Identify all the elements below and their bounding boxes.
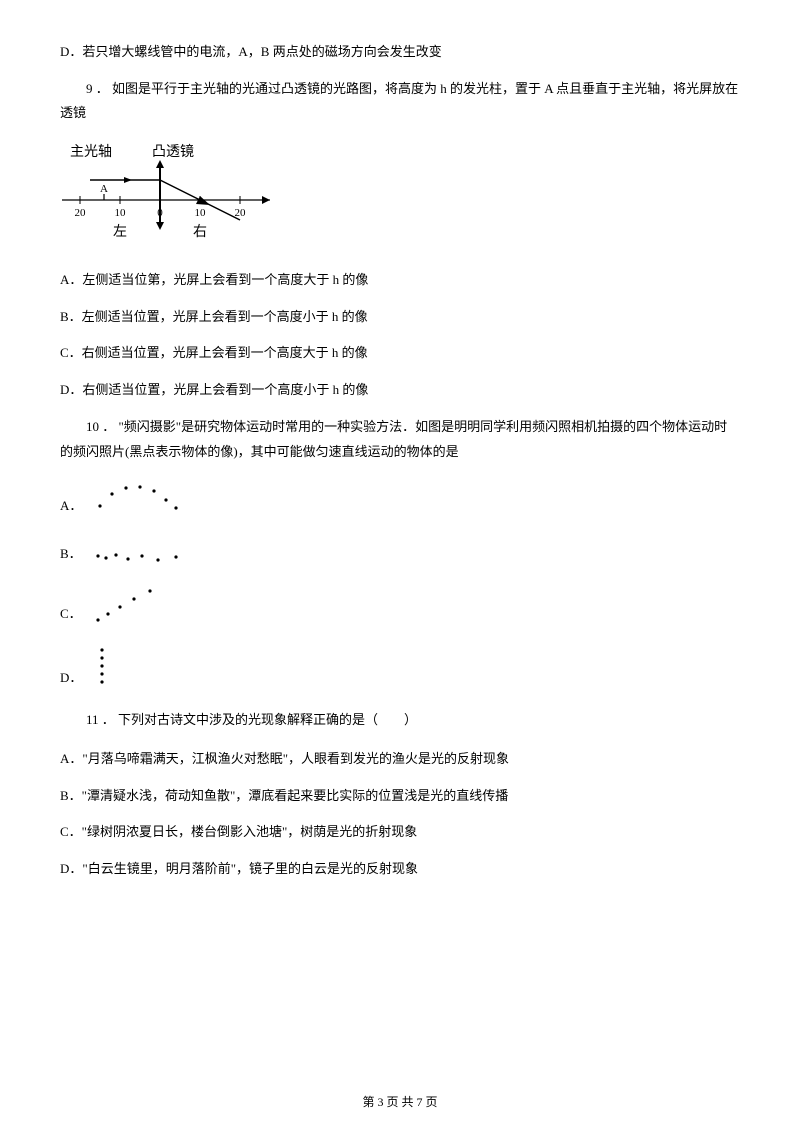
q11-option-d: D．"白云生镜里，明月落阶前"，镜子里的白云是光的反射现象 <box>60 857 740 882</box>
q9-stem: 9 ． 如图是平行于主光轴的光通过凸透镜的光路图，将高度为 h 的发光柱，置于 … <box>60 77 740 126</box>
q10-label-d: D． <box>60 666 82 691</box>
q11-option-b: B．"潭清疑水浅，荷动知鱼散"，潭底看起来要比实际的位置浅是光的直线传播 <box>60 784 740 809</box>
right-label: 右 <box>193 224 207 240</box>
q10-option-c: C． <box>60 584 740 626</box>
svg-text:20: 20 <box>75 207 87 219</box>
axis-label-left: 主光轴 <box>70 144 112 160</box>
q11-option-c: C．"绿树阴浓夏日长，楼台倒影入池塘"，树荫是光的折射现象 <box>60 820 740 845</box>
q10-dots-b <box>90 536 190 566</box>
axis-arrowhead <box>262 196 270 204</box>
page-footer: 第 3 页 共 7 页 <box>0 1091 800 1114</box>
ray-in-arrow <box>124 177 132 183</box>
q9-option-d: D．右侧适当位置，光屏上会看到一个高度小于 h 的像 <box>60 378 740 403</box>
q10-option-b: B． <box>60 536 740 566</box>
q10-dots-d <box>90 644 120 690</box>
q10-option-d: D． <box>60 644 740 690</box>
q10-dots-a <box>90 478 190 518</box>
q9-option-a: A．左侧适当位第，光屏上会看到一个高度大于 h 的像 <box>60 268 740 293</box>
svg-text:10: 10 <box>195 207 207 219</box>
q9-diagram: 主光轴 凸透镜 20 10 0 10 20 A 左 右 <box>60 140 740 250</box>
left-label: 左 <box>113 224 127 240</box>
q9-option-c: C．右侧适当位置，光屏上会看到一个高度大于 h 的像 <box>60 341 740 366</box>
q10-dots-c <box>90 584 190 626</box>
svg-text:20: 20 <box>235 207 247 219</box>
q10-label-a: A． <box>60 494 82 519</box>
q9-option-b: B．左侧适当位置，光屏上会看到一个高度小于 h 的像 <box>60 305 740 330</box>
q10-stem: 10 ． "频闪摄影"是研究物体运动时常用的一种实验方法．如图是明明同学利用频闪… <box>60 415 740 464</box>
q10-option-a: A． <box>60 478 740 518</box>
lens-arrow-up <box>156 160 164 168</box>
lens-arrow-down <box>156 222 164 230</box>
q10-label-c: C． <box>60 602 82 627</box>
q8-option-d: D．若只增大螺线管中的电流，A，B 两点处的磁场方向会发生改变 <box>60 40 740 65</box>
point-a-label: A <box>100 183 108 195</box>
q10-label-b: B． <box>60 542 82 567</box>
q11-stem: 11 ． 下列对古诗文中涉及的光现象解释正确的是（ ） <box>60 708 740 733</box>
q11-option-a: A．"月落乌啼霜满天，江枫渔火对愁眠"，人眼看到发光的渔火是光的反射现象 <box>60 747 740 772</box>
svg-text:10: 10 <box>115 207 127 219</box>
axis-label-top: 凸透镜 <box>152 144 194 160</box>
